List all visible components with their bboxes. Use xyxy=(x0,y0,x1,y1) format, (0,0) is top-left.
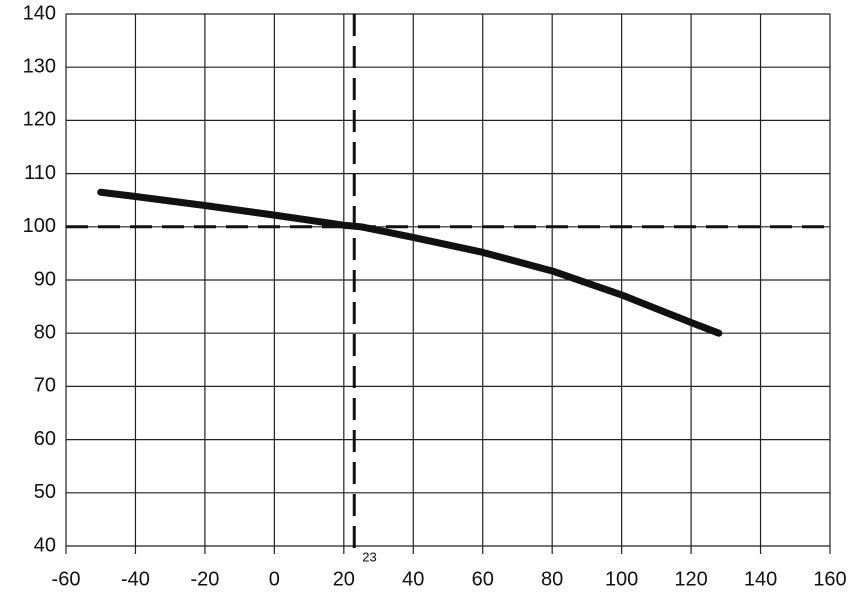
y-tick-label: 40 xyxy=(34,534,56,556)
y-tick-label: 80 xyxy=(34,321,56,343)
x-tick-label: 60 xyxy=(472,568,494,590)
x-tick-label: 40 xyxy=(402,568,424,590)
y-tick-label: 130 xyxy=(23,55,56,77)
x-tick-label: 120 xyxy=(674,568,707,590)
y-tick-label: 50 xyxy=(34,481,56,503)
annotation: 23 xyxy=(362,549,376,564)
y-tick-label: 120 xyxy=(23,109,56,131)
x-tick-label: 80 xyxy=(541,568,563,590)
x-tick-label: 0 xyxy=(269,568,280,590)
x-tick-label: 20 xyxy=(333,568,355,590)
x-tick-label: -60 xyxy=(52,568,81,590)
x-tick-label: 160 xyxy=(813,568,846,590)
data-line xyxy=(97,188,723,337)
x-tick-label: 100 xyxy=(605,568,638,590)
y-tick-label: 140 xyxy=(23,2,56,24)
y-tick-label: 90 xyxy=(34,268,56,290)
x-tick-label: -20 xyxy=(190,568,219,590)
y-tick-label: 70 xyxy=(34,375,56,397)
x-tick-label: -40 xyxy=(121,568,150,590)
y-tick-label: 110 xyxy=(24,162,56,184)
y-tick-label: 60 xyxy=(34,428,56,450)
y-tick-label: 100 xyxy=(23,215,56,237)
x-tick-label: 140 xyxy=(744,568,777,590)
